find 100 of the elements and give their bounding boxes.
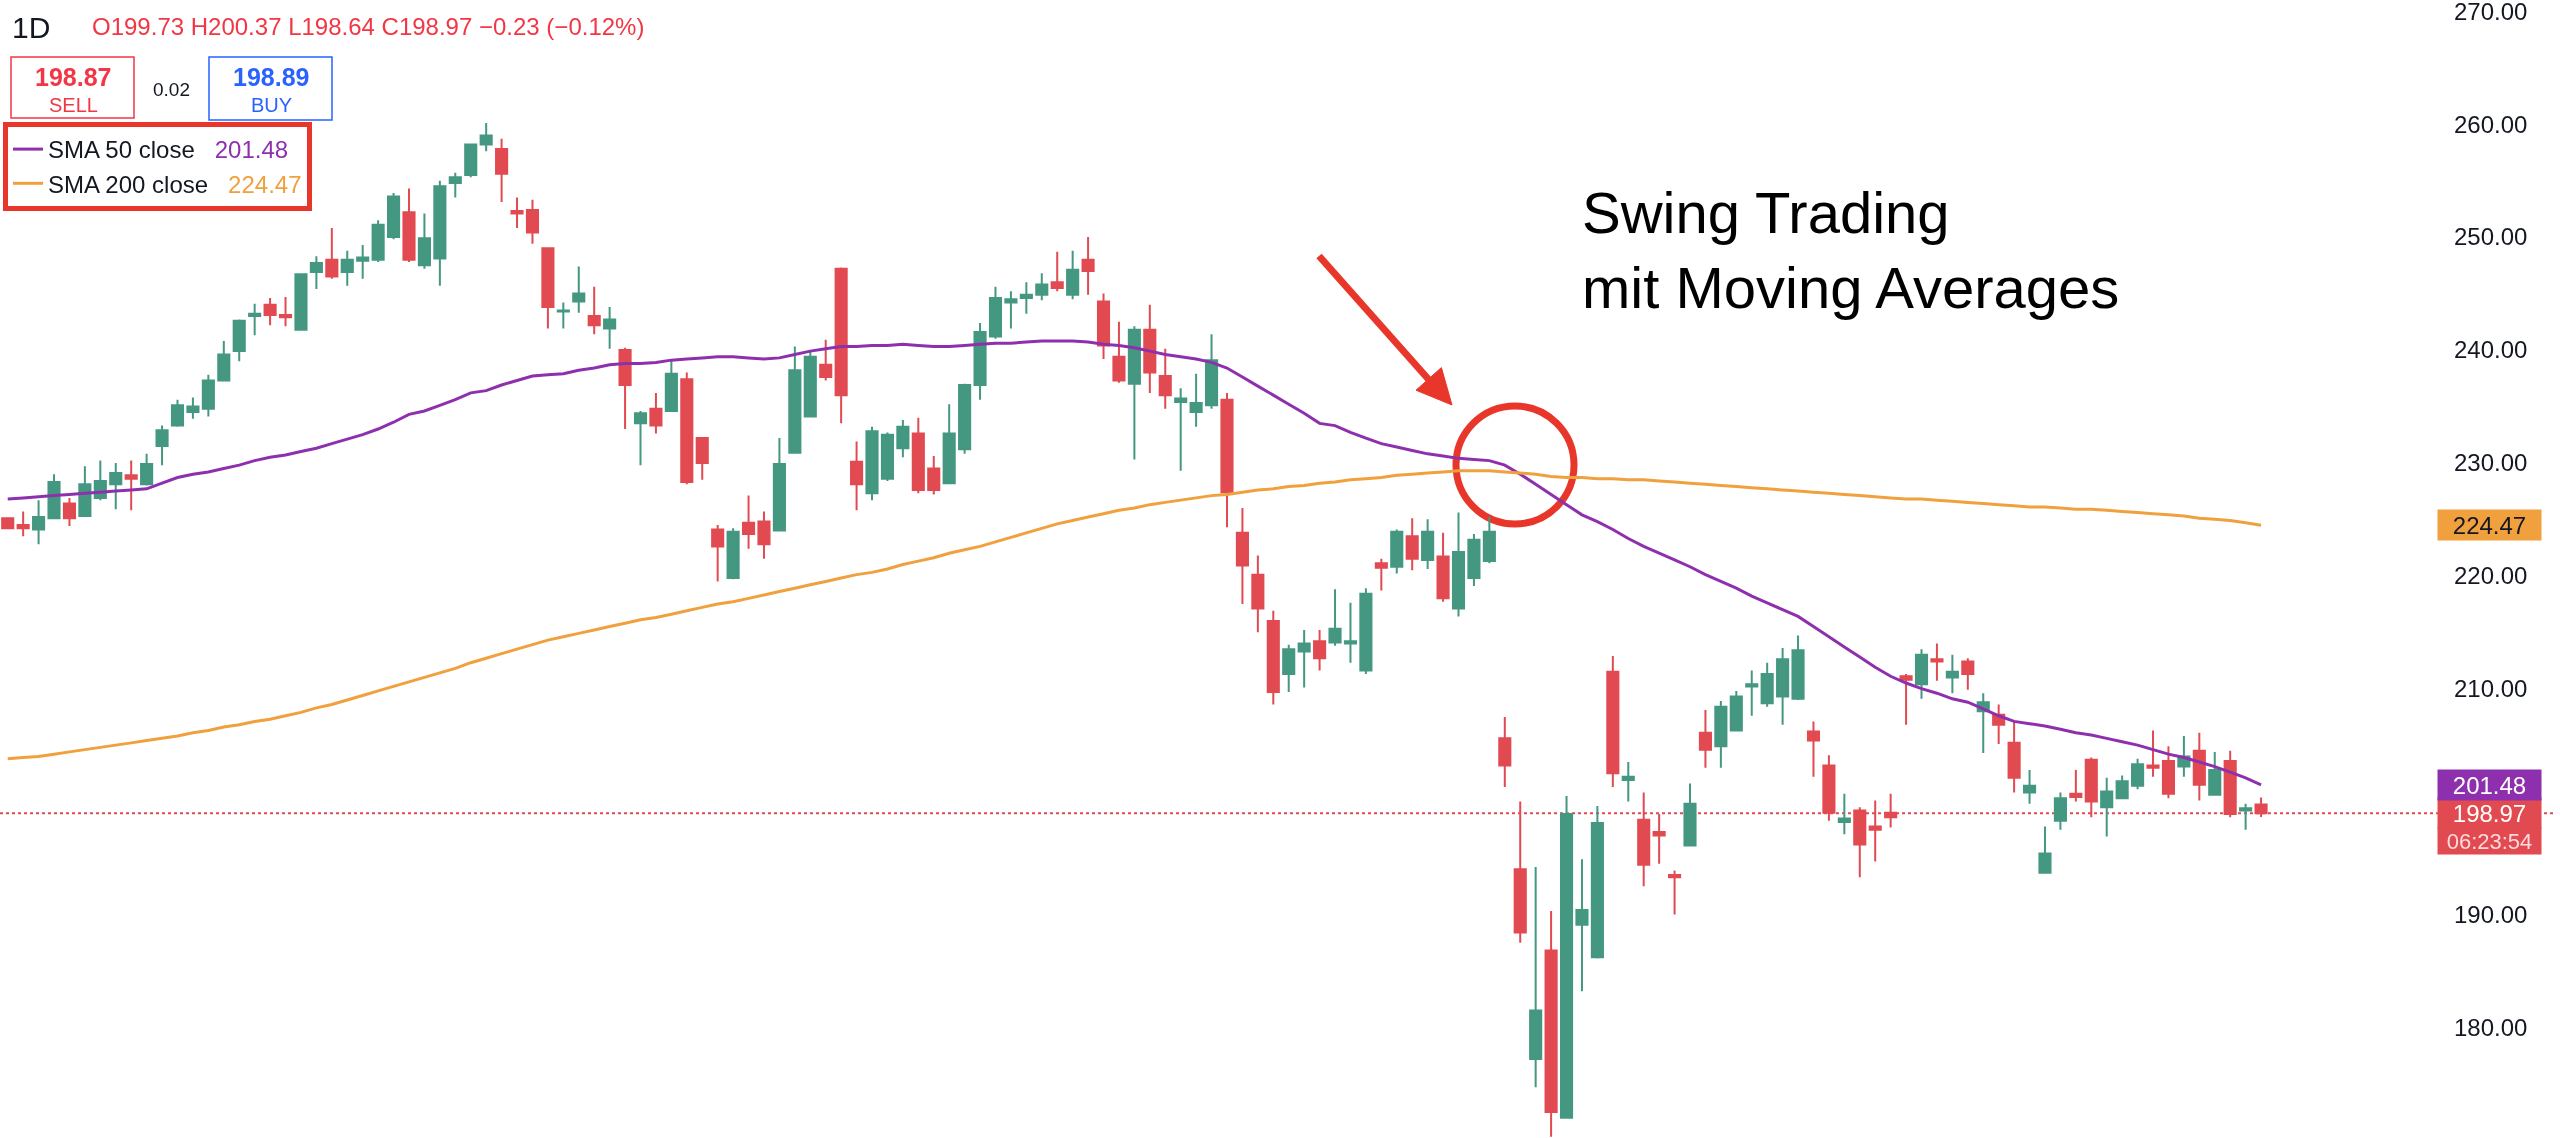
candlestick — [927, 455, 941, 496]
candlestick — [788, 345, 802, 455]
candlestick — [1451, 511, 1466, 618]
legend-label: SMA 200 close — [48, 170, 209, 198]
candlestick — [1714, 700, 1728, 769]
candlestick — [664, 359, 678, 414]
candlestick — [1081, 236, 1095, 296]
candlestick — [1436, 531, 1450, 603]
y-tick-label: 260.00 — [2454, 110, 2528, 138]
annotation: O199.73 H200.37 L198.64 C198.97 −0.23 (−0.12%) — [92, 13, 645, 40]
candlestick — [1791, 634, 1805, 701]
candlestick — [1482, 516, 1496, 565]
candlestick — [248, 302, 262, 337]
candlestick — [1498, 715, 1512, 788]
candlestick — [1961, 657, 1975, 691]
candlestick — [1266, 609, 1280, 706]
annotation: SELL — [49, 94, 98, 116]
candlestick — [1050, 250, 1064, 293]
candlestick — [1529, 866, 1543, 1089]
y-tick-label: 180.00 — [2454, 1013, 2528, 1041]
candlestick — [1328, 588, 1342, 647]
candlestick — [464, 142, 478, 179]
candlestick — [1698, 709, 1712, 769]
candlestick — [973, 321, 987, 401]
candlestick — [1421, 518, 1435, 570]
candlestick — [525, 198, 540, 245]
candlestick — [1776, 647, 1790, 726]
text: 06:23:54 — [2446, 828, 2533, 854]
candlestick — [2115, 774, 2129, 800]
candlestick — [309, 255, 323, 291]
candlestick — [1066, 249, 1080, 301]
candlestick — [819, 338, 833, 382]
candlestick — [741, 494, 756, 550]
candlestick — [479, 122, 493, 153]
candlestick — [911, 416, 925, 495]
candlestick — [2100, 776, 2114, 838]
annotation: 198.89 — [233, 63, 310, 91]
candlestick — [2192, 731, 2206, 802]
candlestick — [2131, 757, 2145, 791]
candlestick — [1390, 528, 1404, 575]
candlestick — [1760, 661, 1774, 708]
candlestick — [495, 137, 509, 204]
candlestick — [850, 440, 864, 512]
candlestick — [232, 318, 246, 363]
candlestick — [278, 295, 293, 328]
candlestick — [1251, 554, 1265, 634]
annotation: 201.48 — [214, 136, 289, 164]
annotation: BUY — [251, 94, 293, 116]
candlestick — [1313, 628, 1327, 672]
candlestick — [2146, 729, 2160, 778]
y-tick-label: 240.00 — [2454, 336, 2528, 364]
candlestick — [726, 527, 740, 581]
y-tick-label: 220.00 — [2454, 562, 2528, 590]
candlestick — [387, 192, 401, 241]
candlestick — [1590, 805, 1604, 960]
line-series — [6, 469, 2263, 761]
y-tick-label: 210.00 — [2454, 675, 2528, 703]
candlestick — [942, 403, 956, 485]
candlestick — [201, 373, 215, 418]
candlestick — [757, 510, 771, 560]
candlestick — [834, 266, 848, 425]
candlestick — [2053, 791, 2067, 831]
candlestick — [1143, 303, 1157, 394]
candlestick — [1, 517, 15, 530]
candlestick — [556, 301, 570, 330]
y-tick-label: 230.00 — [2454, 449, 2528, 477]
candlestick — [2069, 768, 2083, 803]
text: 224.47 — [2452, 511, 2527, 539]
y-tick-label: 270.00 — [2454, 0, 2528, 25]
candlestick — [186, 396, 200, 420]
candlestick — [2007, 720, 2021, 794]
candlestick — [325, 227, 339, 280]
candlestick — [1745, 669, 1759, 717]
candlestick — [880, 431, 894, 482]
candlestick — [2161, 745, 2176, 800]
annotation: 0.02 — [153, 79, 190, 100]
candlestick — [541, 246, 555, 330]
candlestick — [1806, 720, 1821, 778]
candlestick — [1189, 372, 1203, 428]
candlestick — [78, 465, 92, 519]
annotation: 198.87 — [35, 63, 112, 91]
candlestick — [1575, 858, 1589, 993]
line-series — [6, 339, 2263, 787]
candlestick — [1467, 533, 1481, 587]
candlestick — [1158, 347, 1172, 410]
candlestick — [1035, 272, 1049, 302]
candlestick — [988, 285, 1003, 340]
candlestick — [1668, 869, 1682, 916]
candlestick — [1621, 761, 1635, 803]
candlestick — [340, 249, 354, 287]
candlestick — [1220, 391, 1234, 529]
candlestick — [109, 461, 123, 511]
candlestick — [1019, 281, 1033, 315]
candlestick — [263, 297, 277, 327]
candlestick — [62, 496, 77, 528]
candlestick — [2208, 750, 2222, 796]
candlestick — [510, 196, 524, 230]
candlestick — [695, 435, 709, 481]
candlestick — [32, 499, 46, 546]
candlestick — [1683, 782, 1697, 847]
